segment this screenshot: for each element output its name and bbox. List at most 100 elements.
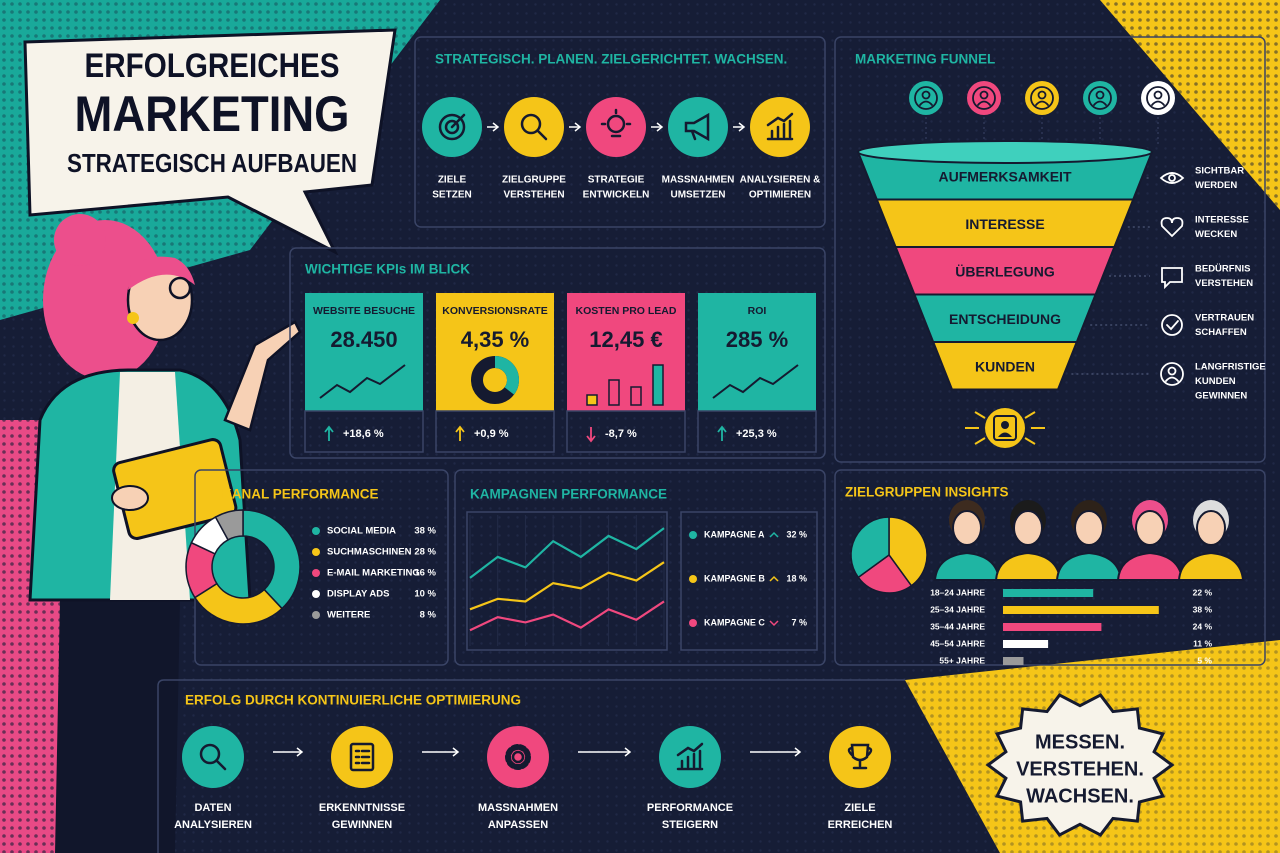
icon-part bbox=[690, 129, 697, 141]
icon-target bbox=[438, 113, 466, 141]
step-circle bbox=[182, 726, 244, 788]
persona-face bbox=[1135, 510, 1165, 546]
step-circle bbox=[659, 726, 721, 788]
optimization-panel bbox=[157, 679, 905, 853]
kpi-value: 4,35 % bbox=[461, 327, 530, 352]
section-title: KANAL PERFORMANCE bbox=[222, 487, 379, 502]
icon-part bbox=[1159, 172, 1185, 184]
step-label: OPTIMIEREN bbox=[749, 190, 811, 201]
badge-line: WACHSEN. bbox=[1026, 785, 1134, 807]
value-label: 38 % bbox=[414, 526, 436, 537]
icon-part bbox=[1001, 421, 1009, 429]
title-line: STRATEGISCH AUFBAUEN bbox=[67, 148, 357, 178]
icon-part bbox=[1160, 362, 1184, 386]
kpi-label: ROI bbox=[748, 305, 767, 317]
icon-part bbox=[1168, 174, 1176, 182]
funnel-note: KUNDEN bbox=[1195, 376, 1236, 387]
plot-frame bbox=[466, 511, 668, 651]
icon-part bbox=[847, 746, 873, 757]
customer-ray bbox=[974, 411, 986, 419]
step-label: ANALYSIEREN bbox=[174, 819, 252, 831]
value-label: 8 % bbox=[420, 610, 437, 621]
icon-trophy bbox=[847, 743, 873, 770]
legend-dot bbox=[689, 575, 697, 583]
kpi-card bbox=[567, 293, 685, 411]
step-label: PERFORMANCE bbox=[647, 802, 733, 814]
slice bbox=[857, 553, 913, 594]
kpi-mini-bar bbox=[630, 386, 642, 406]
funnel-note: SICHTBAR bbox=[1195, 166, 1244, 177]
badge-line: VERSTEHEN. bbox=[1016, 758, 1144, 780]
icon-list bbox=[349, 742, 375, 772]
line-series bbox=[469, 561, 665, 611]
value-label: 24 % bbox=[1193, 621, 1213, 631]
icon-search bbox=[520, 113, 548, 141]
kpi-panel bbox=[289, 247, 826, 459]
section-title: ZIELGRUPPEN INSIGHTS bbox=[845, 485, 1009, 500]
icon-part bbox=[1095, 90, 1105, 100]
kpi-change: +25,3 % bbox=[736, 428, 777, 440]
step-label: GEWINNEN bbox=[332, 819, 393, 831]
legend-label: SOCIAL MEDIA bbox=[327, 526, 396, 537]
funnel-note: LANGFRISTIGE bbox=[1195, 362, 1266, 373]
funnel-stage-label: INTERESSE bbox=[965, 216, 1044, 232]
fringe bbox=[128, 256, 195, 290]
icon-user bbox=[1088, 86, 1112, 110]
kpi-change: -8,7 % bbox=[605, 428, 637, 440]
icon-part bbox=[536, 129, 548, 141]
step-label: ANALYSIEREN & bbox=[740, 175, 821, 186]
funnel-stage-label: KUNDEN bbox=[975, 358, 1035, 374]
step-circle bbox=[750, 97, 810, 157]
customer-ray bbox=[1024, 437, 1036, 445]
kpi-trend-arrow bbox=[455, 425, 465, 441]
step-circle bbox=[668, 97, 728, 157]
step-label: SETZEN bbox=[432, 190, 471, 201]
line-series bbox=[469, 600, 665, 632]
trend-arrow bbox=[769, 575, 779, 582]
value-label: 16 % bbox=[414, 568, 436, 579]
kpi-change: +0,9 % bbox=[474, 428, 509, 440]
hand bbox=[111, 485, 149, 511]
yellow-corner-dots bbox=[1100, 0, 1280, 210]
kpi-trend-arrow bbox=[586, 427, 596, 443]
step-label: ERREICHEN bbox=[828, 819, 893, 831]
step-circle bbox=[586, 97, 646, 157]
icon-gear bbox=[505, 744, 531, 770]
funnel-note: WECKEN bbox=[1195, 229, 1237, 240]
flow-arrow-head bbox=[624, 747, 632, 757]
funnel-stage-label: AUFMERKSAMKEIT bbox=[939, 168, 1072, 184]
badge-line: MESSEN. bbox=[1035, 731, 1125, 753]
value-label: 10 % bbox=[414, 589, 436, 600]
funnel-note: GEWINNEN bbox=[1195, 391, 1247, 402]
trend-arrow bbox=[769, 531, 779, 538]
legend-label: WEITERE bbox=[327, 610, 370, 621]
icon-part bbox=[199, 743, 221, 765]
pants bbox=[55, 600, 180, 853]
kpi-card bbox=[436, 293, 554, 411]
audience-panel bbox=[834, 469, 1266, 666]
icon-user bbox=[1030, 86, 1054, 110]
kpi-footer bbox=[435, 410, 555, 453]
step-circle bbox=[829, 726, 891, 788]
icon-part bbox=[1160, 217, 1184, 238]
age-label: 25–34 JAHRE bbox=[930, 604, 985, 614]
icon-mega bbox=[684, 112, 710, 142]
flow-arrow-head bbox=[574, 122, 582, 132]
legend-label: KAMPAGNE B bbox=[704, 573, 765, 583]
persona-face bbox=[1196, 510, 1226, 546]
icon-part bbox=[505, 744, 531, 770]
icon-bubble bbox=[1161, 267, 1183, 290]
icon-part bbox=[1167, 366, 1177, 376]
icon-part bbox=[1037, 90, 1047, 100]
funnel-stage-label: ÜBERLEGUNG bbox=[955, 263, 1055, 279]
funnel-note: BEDÜRFNIS bbox=[1195, 264, 1250, 275]
step-label: ERKENNTNISSE bbox=[319, 802, 405, 814]
funnel-stage bbox=[931, 341, 1079, 391]
icon-chart bbox=[676, 742, 704, 771]
strategy-panel bbox=[414, 36, 826, 228]
campaign-panel bbox=[454, 469, 826, 666]
legend-label: DISPLAY ADS bbox=[327, 589, 389, 600]
step-label: ZIELGRUPPE bbox=[502, 175, 566, 186]
icon-part bbox=[766, 112, 794, 127]
age-label: 35–44 JAHRE bbox=[930, 621, 985, 631]
